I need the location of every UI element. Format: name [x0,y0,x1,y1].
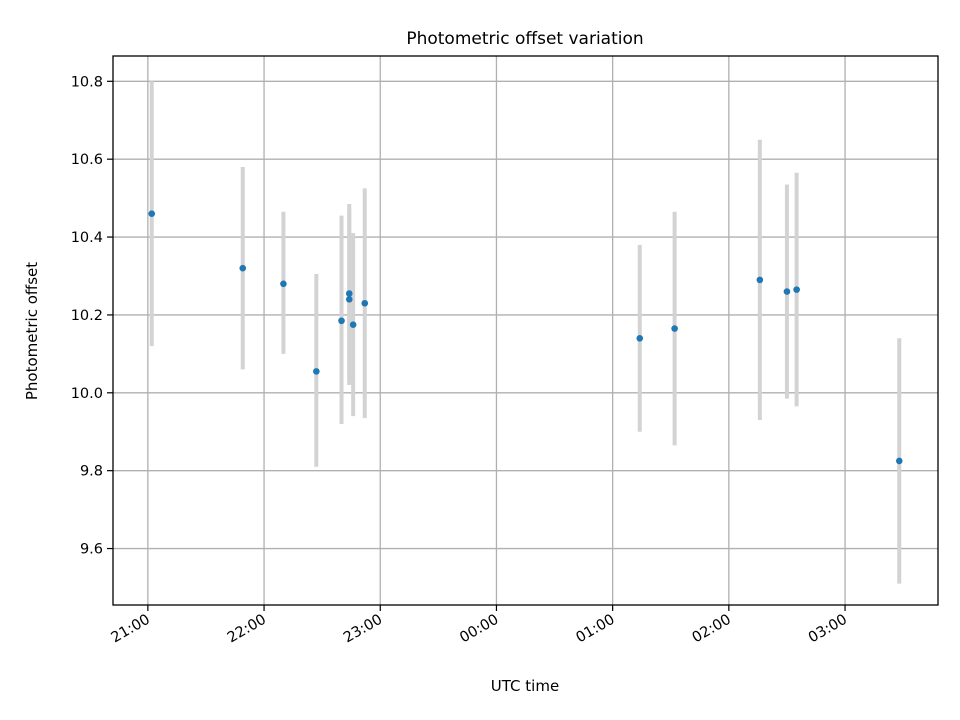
data-point [313,368,320,375]
x-tick-label: 23:00 [341,612,385,647]
data-point [361,299,369,307]
data-point [338,317,345,325]
x-tick-label: 22:00 [225,612,269,647]
y-tick-label: 10.8 [71,74,103,90]
data-point [345,296,353,303]
y-tick-label: 10.6 [71,152,103,168]
x-tick-label: 00:00 [457,612,501,647]
y-tick-label: 10.2 [71,308,103,324]
data-point [239,264,247,272]
data-point [756,276,764,284]
plot-frame [112,55,939,606]
chart-title: Photometric offset variation [406,29,643,49]
x-tick-label: 02:00 [690,612,734,647]
x-tick-label: 21:00 [109,612,153,647]
data-point [280,280,287,288]
axis-ticks: 21:00 22:00 23:00 00:00 01:00 02:00 03:00 9.6 9.… [71,74,850,646]
data-point [895,457,903,465]
y-tick-label: 9.8 [80,464,103,480]
data-point [783,288,791,295]
data-point [345,290,353,297]
x-tick-label: 01:00 [573,612,617,647]
y-tick-label: 10.4 [71,230,103,246]
y-axis-label: Photometric offset [23,262,41,400]
data-point [148,210,156,217]
x-tick-label: 03:00 [806,612,850,647]
grid [113,56,938,605]
data-point [793,286,800,293]
x-axis-label: UTC time [491,677,559,695]
data-points [148,210,903,465]
data-point [671,325,678,332]
y-tick-label: 9.6 [80,542,103,558]
data-point [636,334,644,342]
data-point [349,321,357,328]
y-tick-label: 10.0 [71,386,103,402]
